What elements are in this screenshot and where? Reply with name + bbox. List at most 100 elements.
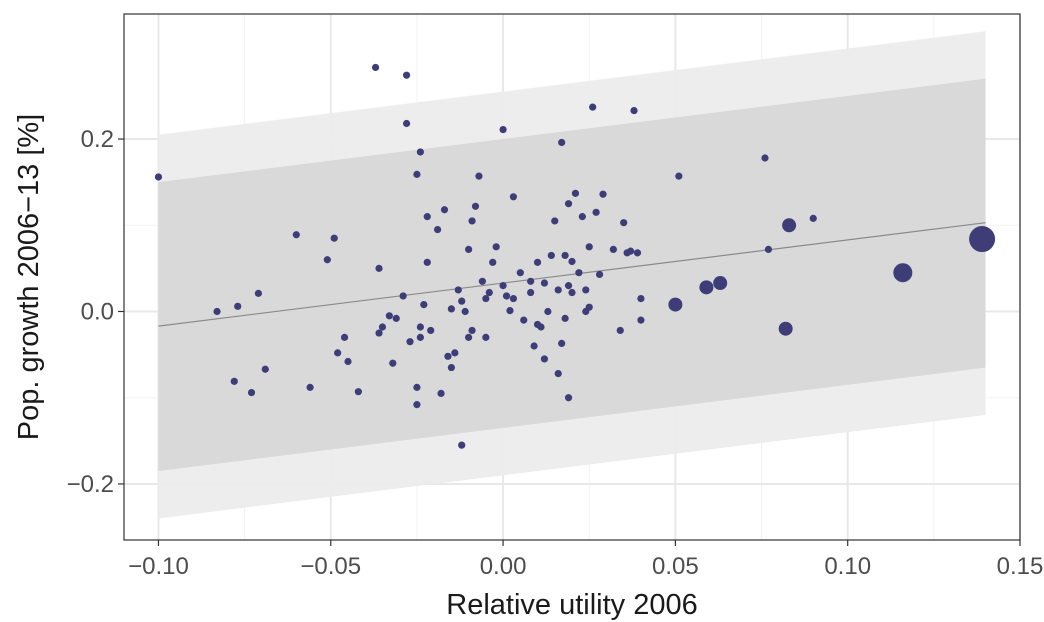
data-point	[465, 245, 473, 254]
data-point	[595, 270, 604, 279]
data-point	[254, 289, 262, 297]
data-point	[616, 326, 624, 335]
x-tick-label: 0.15	[997, 553, 1044, 580]
x-axis-title: Relative utility 2006	[446, 589, 697, 621]
data-point	[637, 294, 645, 303]
data-point	[465, 333, 473, 341]
data-point	[437, 389, 445, 398]
x-tick-label: 0.05	[652, 553, 699, 580]
data-point	[699, 280, 714, 295]
x-tick-label: −0.10	[128, 553, 189, 580]
data-point	[520, 316, 528, 324]
data-point	[489, 258, 497, 266]
data-point	[589, 103, 597, 111]
data-point	[234, 302, 242, 310]
data-point	[230, 377, 238, 385]
data-point	[406, 338, 414, 346]
data-point	[371, 63, 380, 72]
data-point	[471, 202, 480, 210]
data-point	[416, 333, 424, 341]
data-point	[261, 365, 269, 373]
data-point	[502, 292, 511, 300]
data-point	[482, 333, 490, 341]
data-point	[509, 193, 518, 201]
regression-line	[158, 222, 986, 327]
data-point	[592, 208, 600, 216]
data-point	[292, 231, 300, 239]
data-point	[444, 352, 452, 360]
data-point	[564, 200, 573, 208]
x-tick-label: 0.10	[824, 553, 871, 580]
data-point	[458, 297, 466, 305]
data-point	[247, 388, 256, 397]
data-point	[306, 383, 314, 391]
data-point	[544, 307, 552, 316]
data-point	[540, 355, 549, 363]
data-point	[527, 288, 535, 297]
data-point	[323, 256, 331, 264]
data-point	[516, 269, 524, 277]
data-point	[434, 225, 442, 234]
data-point	[537, 323, 545, 331]
data-point	[578, 213, 586, 221]
data-point	[633, 249, 642, 257]
data-point	[585, 243, 593, 251]
data-point	[475, 172, 483, 180]
data-point	[530, 342, 538, 350]
data-point	[478, 277, 486, 285]
data-point	[575, 269, 583, 277]
x-tick-label: −0.05	[300, 553, 361, 580]
data-point	[385, 312, 393, 320]
data-point	[637, 316, 645, 324]
data-point	[375, 264, 383, 272]
data-point	[582, 286, 590, 294]
data-point	[713, 276, 728, 291]
data-point	[454, 286, 462, 294]
data-point	[423, 213, 431, 221]
data-point	[416, 148, 424, 156]
data-point	[213, 307, 221, 316]
data-point	[509, 294, 518, 303]
data-points	[154, 63, 996, 449]
data-point	[427, 326, 435, 335]
data-point	[568, 257, 576, 266]
data-point	[551, 217, 559, 225]
data-point	[485, 288, 493, 297]
data-point	[458, 441, 466, 449]
x-tick-label: 0.00	[480, 553, 527, 580]
data-point	[620, 219, 628, 227]
data-point	[527, 277, 535, 285]
data-point	[893, 263, 913, 283]
data-point	[451, 349, 459, 357]
data-point	[568, 288, 576, 297]
data-point	[547, 251, 555, 260]
data-point	[482, 294, 490, 303]
data-point	[561, 314, 569, 322]
data-point	[330, 234, 338, 242]
data-point	[340, 333, 349, 341]
data-point	[630, 106, 638, 115]
data-point	[571, 189, 580, 197]
data-point	[533, 258, 542, 266]
y-tick-label: −0.2	[67, 471, 114, 498]
data-point	[413, 383, 421, 391]
data-point	[378, 323, 387, 331]
data-point	[420, 300, 428, 309]
data-point	[413, 170, 421, 178]
data-point	[416, 323, 424, 331]
data-point	[375, 329, 383, 337]
data-point	[402, 119, 411, 128]
y-axis-title: Pop. growth 2006−13 [%]	[13, 114, 45, 440]
data-point	[554, 286, 562, 294]
data-point	[554, 369, 562, 378]
data-point	[423, 258, 431, 266]
y-tick-label: 0.0	[81, 298, 114, 325]
data-point	[626, 247, 635, 255]
data-point	[413, 401, 421, 409]
data-point	[558, 138, 566, 147]
data-point	[354, 388, 362, 396]
data-point	[540, 279, 549, 287]
data-point	[558, 339, 566, 347]
data-point	[468, 326, 476, 335]
